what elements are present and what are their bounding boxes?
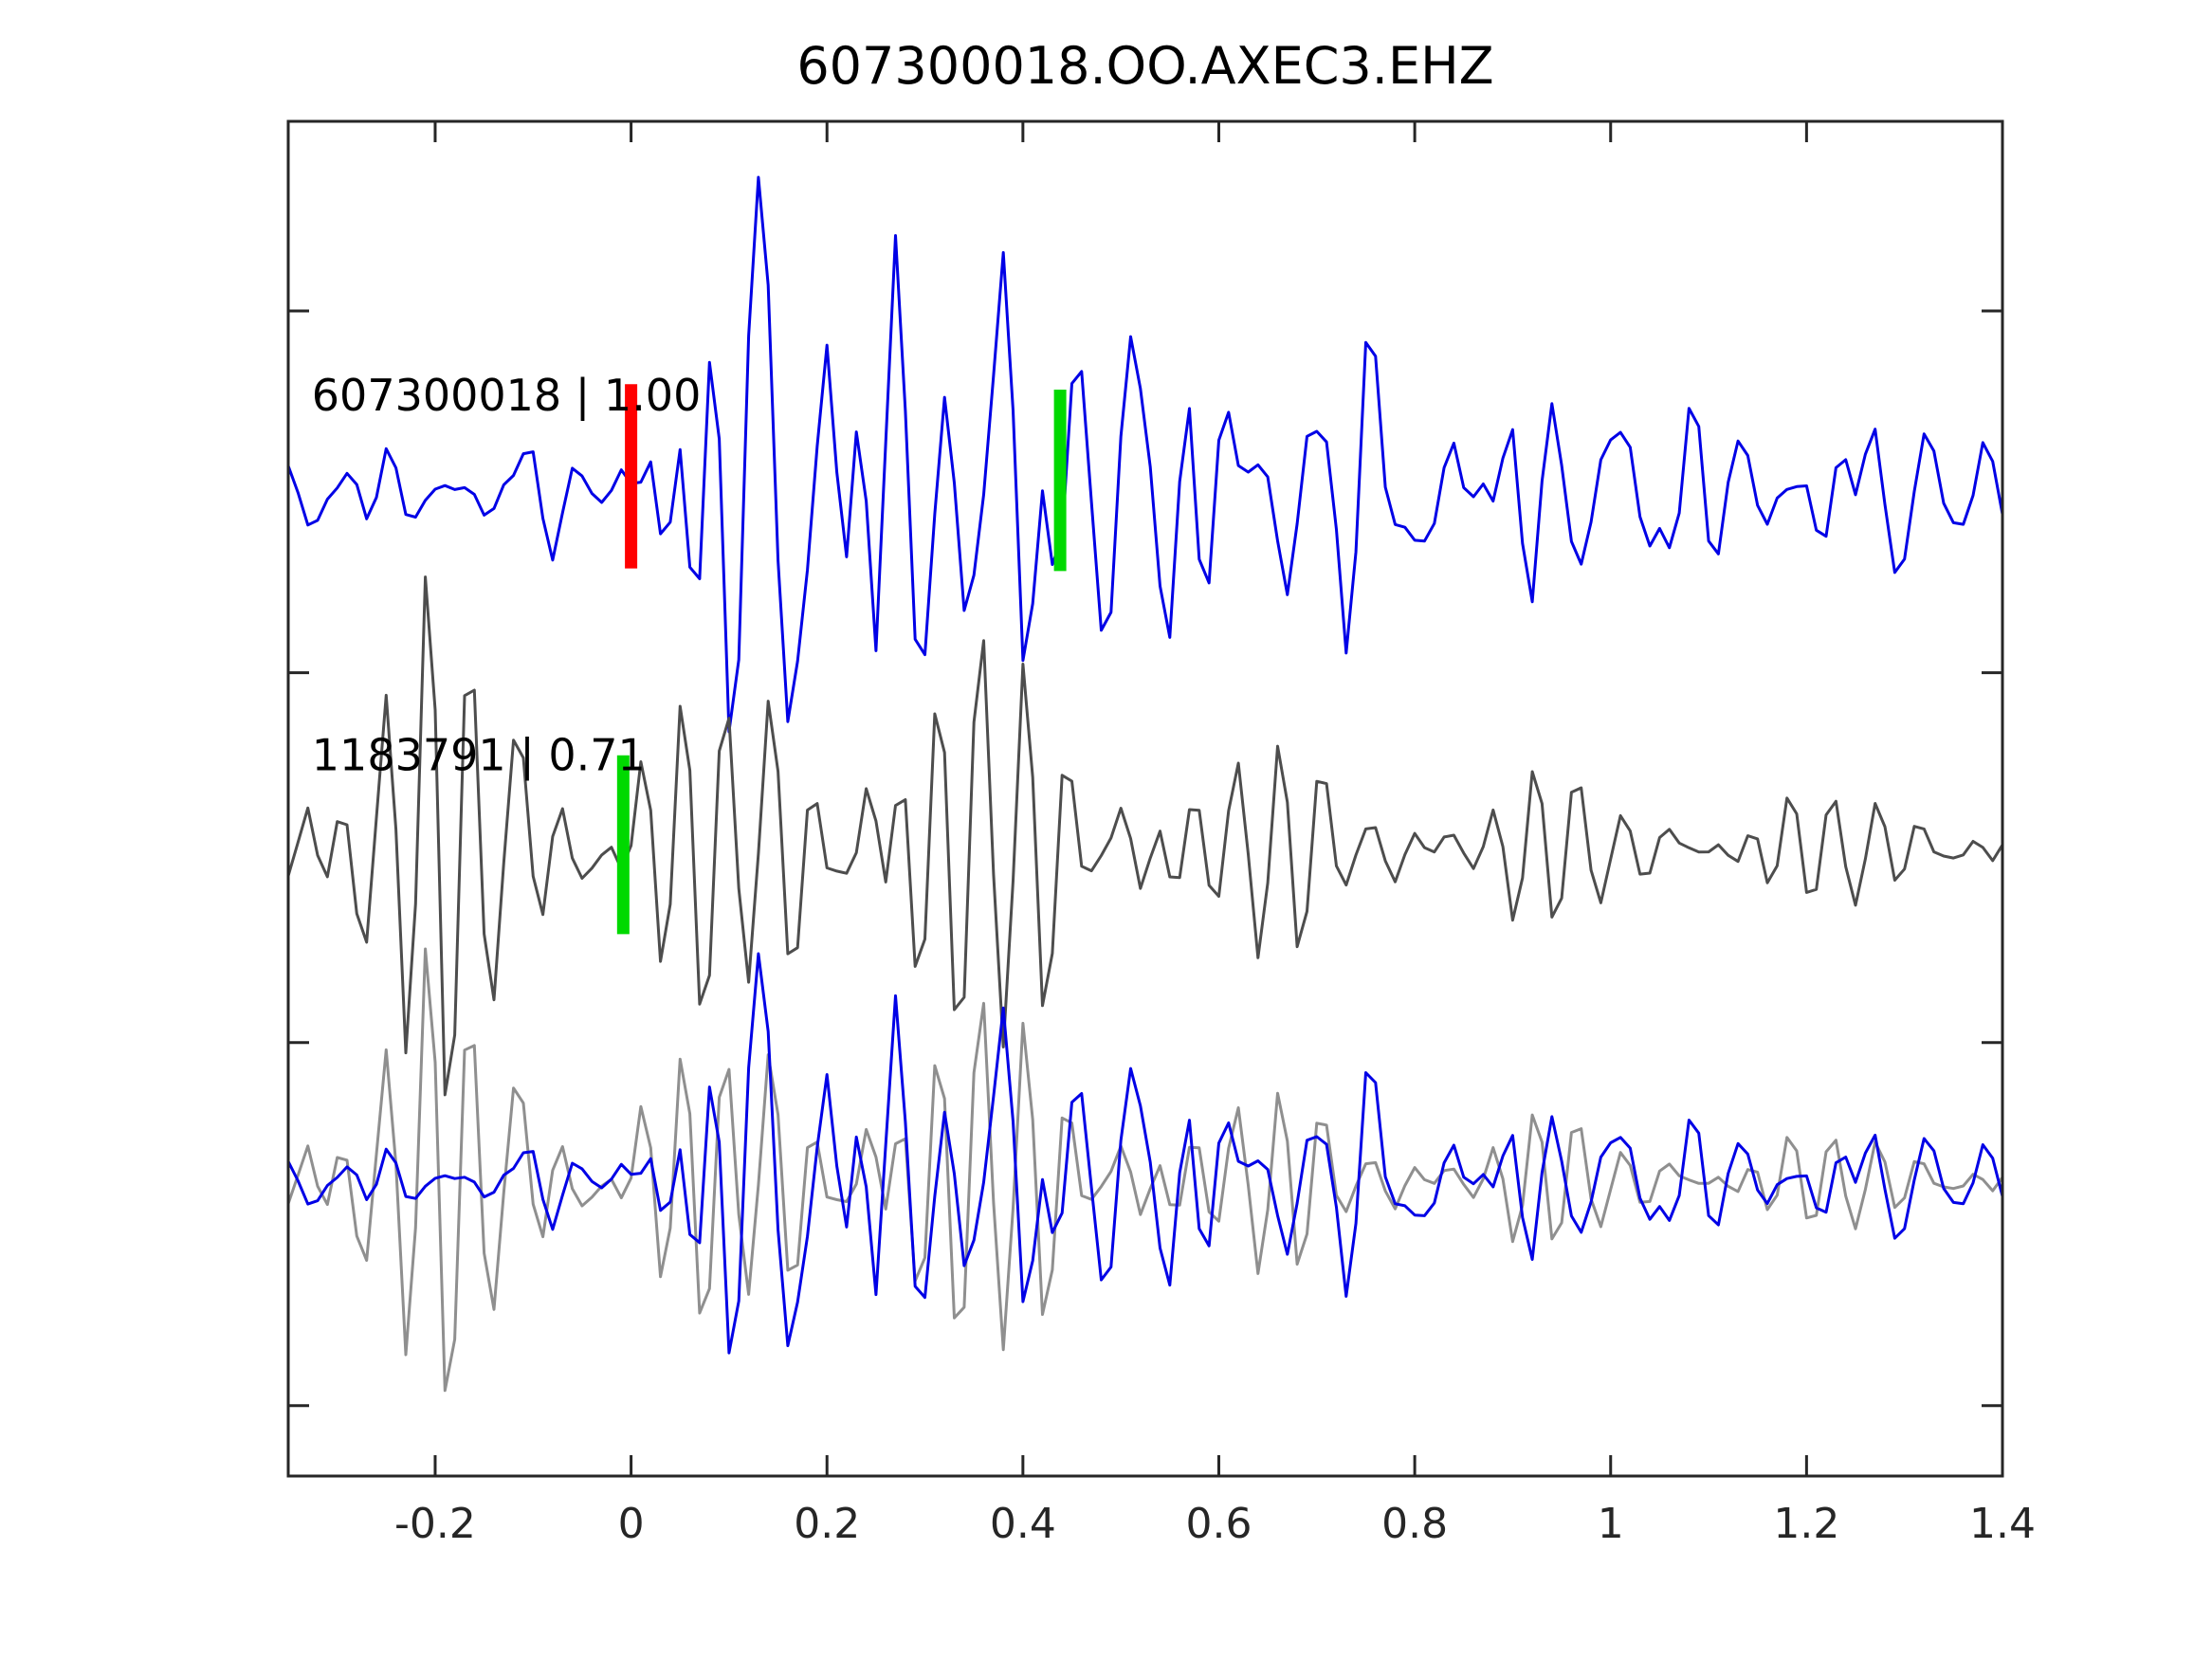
axis-ticks — [288, 121, 2004, 1476]
x-tick-label-6: 1 — [1598, 1500, 1624, 1548]
overlay-detection-trace — [286, 952, 2004, 1355]
detection-trace — [286, 175, 2004, 734]
x-tick-label-5: 0.8 — [1381, 1500, 1448, 1548]
template-trace — [286, 575, 2004, 1097]
x-tick-label-3: 0.4 — [990, 1500, 1056, 1548]
plot-title: 607300018.OO.AXEC3.EHZ — [796, 36, 1493, 96]
x-tick-label-8: 1.4 — [1969, 1500, 2036, 1548]
x-tick-label-7: 1.2 — [1773, 1500, 1839, 1548]
x-tick-label-0: -0.2 — [394, 1500, 476, 1548]
template-trace-label: 1183791 | 0.71 — [312, 729, 646, 781]
overlay-template-trace — [286, 947, 2004, 1393]
waveform-traces — [286, 175, 2004, 1393]
plot-border — [286, 119, 2004, 1478]
x-tick-label-2: 0.2 — [794, 1500, 860, 1548]
detection-trace-label: 607300018 | 1.00 — [312, 370, 702, 422]
pick-markers — [616, 384, 1067, 935]
x-tick-labels: -0.2 0 0.2 0.4 0.6 0.8 1 1.2 1.4 — [394, 1500, 2036, 1548]
x-tick-label-1: 0 — [618, 1500, 645, 1548]
x-tick-label-4: 0.6 — [1185, 1500, 1252, 1548]
